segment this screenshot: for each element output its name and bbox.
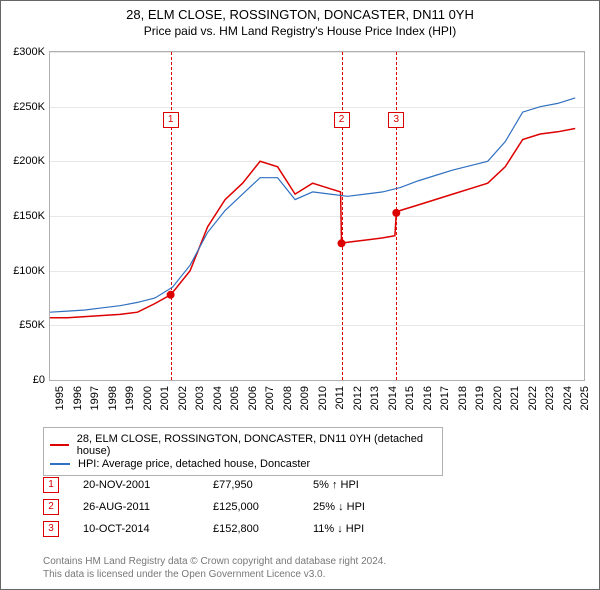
x-axis-label: 2003 (194, 386, 196, 410)
y-axis-label: £50K (0, 319, 45, 331)
footer-line: This data is licensed under the Open Gov… (43, 568, 386, 581)
x-axis-label: 2025 (579, 386, 581, 410)
event-date: 10-OCT-2014 (83, 523, 213, 535)
legend: 28, ELM CLOSE, ROSSINGTON, DONCASTER, DN… (43, 427, 443, 476)
x-axis-label: 1999 (124, 386, 126, 410)
event-vline (171, 52, 172, 380)
x-axis-label: 2004 (212, 386, 214, 410)
gridline (50, 325, 584, 326)
legend-item: HPI: Average price, detached house, Donc… (50, 458, 436, 470)
plot-area: 1995199619971998199920002001200220032004… (49, 51, 585, 381)
gridline (50, 161, 584, 162)
event-marker-box: 1 (163, 112, 179, 128)
x-axis-label: 2010 (317, 386, 319, 410)
event-diff: 5% ↑ HPI (313, 479, 393, 491)
x-axis-label: 2001 (159, 386, 161, 410)
x-axis-label: 1997 (89, 386, 91, 410)
x-axis-label: 2023 (544, 386, 546, 410)
chart-area: 1995199619971998199920002001200220032004… (49, 51, 585, 381)
event-marker-box: 2 (334, 112, 350, 128)
legend-swatch (50, 463, 70, 465)
event-diff: 11% ↓ HPI (313, 523, 393, 535)
x-axis-label: 2009 (299, 386, 301, 410)
y-axis-label: £150K (0, 210, 45, 222)
footer-line: Contains HM Land Registry data © Crown c… (43, 555, 386, 568)
event-vline (396, 52, 397, 380)
event-row: 1 20-NOV-2001 £77,950 5% ↑ HPI (43, 477, 393, 493)
event-date: 20-NOV-2001 (83, 479, 213, 491)
series-line (50, 129, 575, 318)
event-marker-icon: 3 (43, 521, 59, 537)
legend-swatch (50, 444, 69, 446)
series-svg (50, 52, 586, 382)
x-axis-label: 1995 (54, 386, 56, 410)
x-axis-label: 2019 (474, 386, 476, 410)
events-table: 1 20-NOV-2001 £77,950 5% ↑ HPI 2 26-AUG-… (43, 471, 393, 543)
x-axis-label: 2022 (527, 386, 529, 410)
event-price: £152,800 (213, 523, 313, 535)
event-price: £77,950 (213, 479, 313, 491)
footer-attribution: Contains HM Land Registry data © Crown c… (43, 555, 386, 581)
gridline (50, 107, 584, 108)
x-axis-label: 2018 (457, 386, 459, 410)
event-row: 3 10-OCT-2014 £152,800 11% ↓ HPI (43, 521, 393, 537)
chart-title-address: 28, ELM CLOSE, ROSSINGTON, DONCASTER, DN… (1, 7, 599, 22)
x-axis-label: 2006 (247, 386, 249, 410)
legend-label: 28, ELM CLOSE, ROSSINGTON, DONCASTER, DN… (77, 433, 436, 457)
y-axis-label: £250K (0, 101, 45, 113)
x-axis-label: 2013 (369, 386, 371, 410)
x-axis-label: 2008 (282, 386, 284, 410)
x-axis-label: 2021 (509, 386, 511, 410)
gridline (50, 216, 584, 217)
series-line (50, 98, 575, 312)
x-axis-label: 1996 (72, 386, 74, 410)
x-axis-label: 2007 (264, 386, 266, 410)
event-row: 2 26-AUG-2011 £125,000 25% ↓ HPI (43, 499, 393, 515)
y-axis-label: £0 (0, 374, 45, 386)
gridline (50, 271, 584, 272)
x-axis-label: 1998 (107, 386, 109, 410)
x-axis-label: 2015 (404, 386, 406, 410)
x-axis-label: 2011 (334, 386, 336, 410)
chart-titles: 28, ELM CLOSE, ROSSINGTON, DONCASTER, DN… (1, 1, 599, 38)
x-axis-label: 2002 (177, 386, 179, 410)
x-axis-label: 2012 (352, 386, 354, 410)
x-axis-label: 2014 (387, 386, 389, 410)
y-axis-label: £200K (0, 155, 45, 167)
event-marker-icon: 2 (43, 499, 59, 515)
event-date: 26-AUG-2011 (83, 501, 213, 513)
y-axis-label: £300K (0, 46, 45, 58)
y-axis-label: £100K (0, 265, 45, 277)
x-axis-label: 2005 (229, 386, 231, 410)
event-marker-box: 3 (388, 112, 404, 128)
x-axis-label: 2024 (562, 386, 564, 410)
x-axis-label: 2017 (439, 386, 441, 410)
event-marker-icon: 1 (43, 477, 59, 493)
x-axis-label: 2000 (142, 386, 144, 410)
legend-item: 28, ELM CLOSE, ROSSINGTON, DONCASTER, DN… (50, 433, 436, 457)
event-price: £125,000 (213, 501, 313, 513)
x-axis-label: 2016 (422, 386, 424, 410)
chart-title-sub: Price paid vs. HM Land Registry's House … (1, 24, 599, 38)
legend-label: HPI: Average price, detached house, Donc… (78, 458, 310, 470)
event-vline (342, 52, 343, 380)
gridline (50, 52, 584, 53)
event-diff: 25% ↓ HPI (313, 501, 393, 513)
x-axis-label: 2020 (492, 386, 494, 410)
